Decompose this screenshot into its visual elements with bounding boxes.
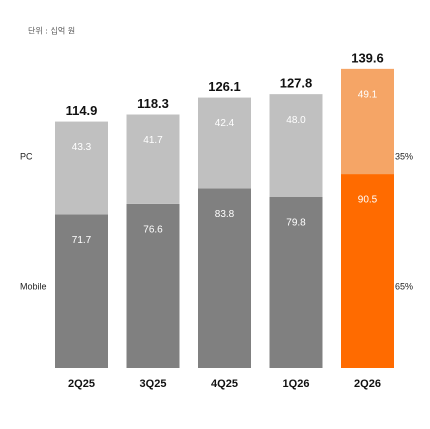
value-label: 79.8 [286,218,306,229]
total-label: 114.9 [66,103,98,118]
value-label: 42.4 [215,118,235,129]
bar-segment [198,188,251,368]
share-label: 35% [395,151,413,161]
share-label: 65% [395,281,413,291]
bar-segment [198,97,251,189]
x-tick-label: 3Q25 [140,378,167,390]
value-label: 71.7 [72,235,92,246]
legend-label: Mobile [20,281,47,291]
value-label: 76.6 [143,224,163,235]
bar-segment [55,214,108,368]
value-label: 90.5 [358,195,378,206]
bar-segment [341,174,394,368]
bar-segment [126,203,180,368]
total-label: 127.8 [280,76,313,91]
total-label: 139.6 [351,50,384,65]
value-label: 43.3 [72,142,92,153]
bar-segment [126,114,180,204]
total-label: 118.3 [137,96,169,111]
unit-label: 단위 : 십억 원 [28,26,75,36]
bar-segment [55,121,108,215]
value-label: 48.0 [286,115,306,126]
value-label: 83.8 [215,209,235,220]
value-label: 49.1 [358,89,378,100]
x-tick-label: 1Q26 [283,378,310,390]
bar-segment [269,197,323,368]
x-tick-label: 2Q26 [354,378,381,390]
legend-label: PC [20,151,33,161]
bar-segment [269,94,323,197]
bar-segment [341,68,394,175]
value-label: 41.7 [143,135,163,146]
x-tick-label: 4Q25 [211,378,238,390]
total-label: 126.1 [208,79,241,94]
x-tick-label: 2Q25 [68,378,95,390]
